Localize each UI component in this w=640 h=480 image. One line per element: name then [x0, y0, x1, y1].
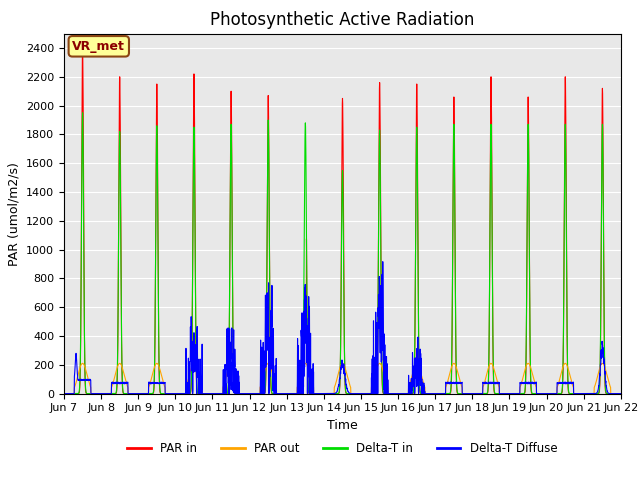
Delta-T Diffuse — [379, 259, 387, 264]
Delta-T in — [606, 391, 614, 396]
Delta-T Diffuse — [617, 391, 625, 396]
Delta-T Diffuse — [157, 380, 164, 386]
PAR out — [60, 391, 68, 396]
PAR in — [60, 391, 68, 396]
PAR out — [79, 360, 86, 366]
PAR in — [157, 391, 164, 396]
Delta-T Diffuse — [298, 319, 305, 325]
PAR in — [617, 391, 625, 396]
Delta-T in — [79, 110, 86, 116]
Delta-T in — [157, 390, 164, 396]
Delta-T Diffuse — [546, 391, 554, 396]
PAR out — [606, 383, 614, 389]
PAR out — [157, 370, 164, 375]
Legend: PAR in, PAR out, Delta-T in, Delta-T Diffuse: PAR in, PAR out, Delta-T in, Delta-T Dif… — [123, 437, 562, 460]
Title: Photosynthetic Active Radiation: Photosynthetic Active Radiation — [210, 11, 475, 29]
PAR out — [274, 391, 282, 396]
PAR in — [606, 391, 614, 396]
Delta-T in — [274, 391, 282, 396]
Delta-T Diffuse — [124, 380, 131, 386]
Line: PAR out: PAR out — [64, 363, 621, 394]
Delta-T in — [617, 391, 625, 396]
Delta-T Diffuse — [60, 391, 68, 396]
PAR out — [546, 391, 554, 396]
Delta-T Diffuse — [606, 391, 614, 396]
PAR out — [298, 368, 306, 374]
PAR in — [79, 45, 86, 51]
PAR out — [124, 384, 132, 390]
Delta-T in — [60, 391, 68, 396]
PAR out — [617, 391, 625, 396]
Delta-T in — [124, 391, 132, 396]
PAR in — [546, 391, 554, 396]
Line: Delta-T in: Delta-T in — [64, 113, 621, 394]
Y-axis label: PAR (umol/m2/s): PAR (umol/m2/s) — [8, 162, 20, 265]
PAR in — [274, 391, 282, 396]
Line: Delta-T Diffuse: Delta-T Diffuse — [64, 262, 621, 394]
Delta-T in — [546, 391, 554, 396]
Delta-T in — [298, 389, 306, 395]
Delta-T Diffuse — [274, 391, 282, 396]
X-axis label: Time: Time — [327, 419, 358, 432]
Line: PAR in: PAR in — [64, 48, 621, 394]
Text: VR_met: VR_met — [72, 40, 125, 53]
PAR in — [124, 391, 132, 396]
PAR in — [298, 390, 306, 396]
